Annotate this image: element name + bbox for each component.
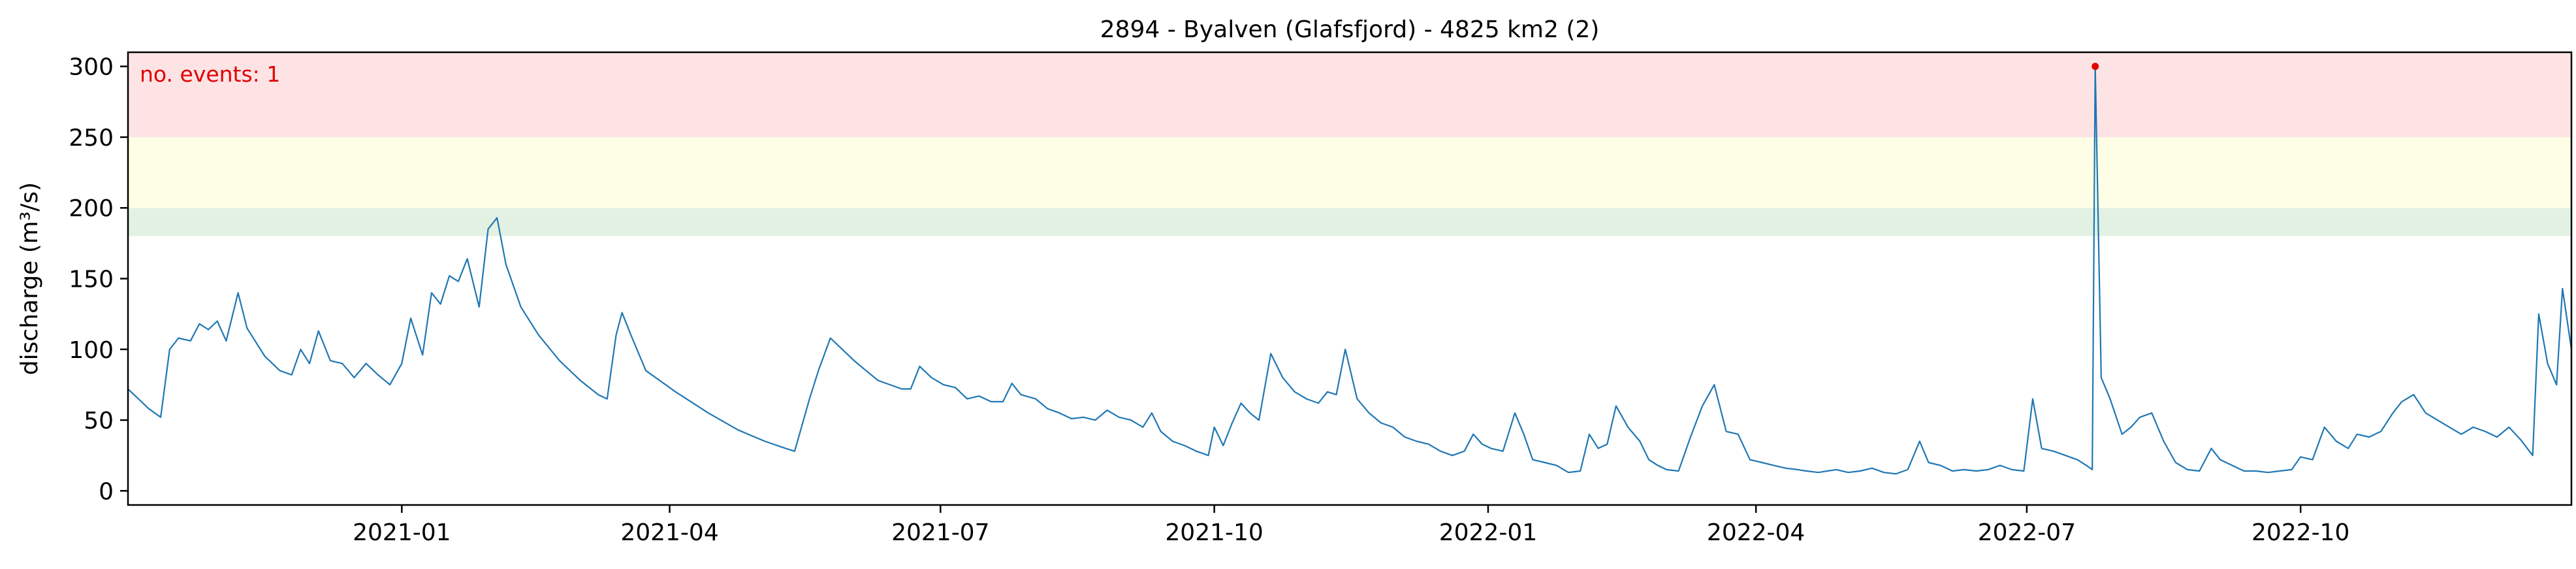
events-annotation: no. events: 1 xyxy=(140,61,280,87)
threshold-band xyxy=(128,208,2571,236)
y-tick-label: 0 xyxy=(99,478,114,505)
x-axis-ticks: 2021-01 2021-04 2021-07 2021-10 2022-01 2022-… xyxy=(353,505,2349,546)
y-tick-label: 300 xyxy=(69,54,114,81)
x-tick-label: 2022-07 xyxy=(1978,519,2076,546)
y-tick-label: 50 xyxy=(84,408,114,434)
plot-frame xyxy=(127,51,2573,506)
y-tick-label: 100 xyxy=(69,337,114,364)
threshold-band xyxy=(128,137,2571,208)
x-tick-label: 2021-04 xyxy=(620,519,718,546)
y-tick-label: 200 xyxy=(69,195,114,222)
threshold-bands xyxy=(128,52,2571,236)
y-axis-label: discharge (m³/s) xyxy=(16,182,43,375)
event-marker-layer xyxy=(2091,63,2099,71)
series-layer xyxy=(127,65,2573,475)
x-tick-label: 2021-07 xyxy=(891,519,989,546)
x-tick-label: 2021-10 xyxy=(1165,519,1263,546)
discharge-line xyxy=(127,65,2573,475)
y-tick-label: 150 xyxy=(69,267,114,293)
x-tick-label: 2022-04 xyxy=(1707,519,1805,546)
x-tick-label: 2022-10 xyxy=(2251,519,2349,546)
chart-title: 2894 - Byalven (Glafsfjord) - 4825 km2 (… xyxy=(1100,16,1600,43)
threshold-band xyxy=(128,52,2571,137)
x-tick-label: 2022-01 xyxy=(1439,519,1537,546)
y-axis-ticks: 0 50 100 150 200 250 300 xyxy=(69,54,128,505)
x-tick-label: 2021-01 xyxy=(353,519,451,546)
y-tick-label: 250 xyxy=(69,125,114,152)
event-marker xyxy=(2091,63,2099,71)
